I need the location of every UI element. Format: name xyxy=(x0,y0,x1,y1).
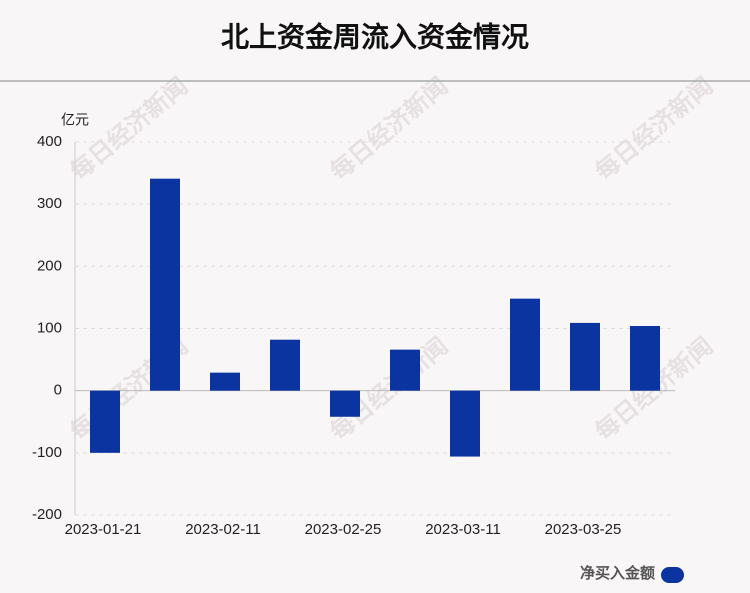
legend-label: 净买入金额 xyxy=(580,564,655,582)
chart-title: 北上资金周流入资金情况 xyxy=(221,20,529,52)
y-tick-label: -100 xyxy=(32,444,62,461)
x-tick-label: 2023-02-11 xyxy=(185,521,261,538)
x-tick-label: 2023-03-11 xyxy=(425,521,501,538)
bar xyxy=(210,372,240,391)
bar xyxy=(510,298,540,391)
y-unit: 亿元 xyxy=(61,112,89,128)
bar xyxy=(570,322,600,391)
y-tick-label: 100 xyxy=(37,319,62,336)
y-tick-label: 200 xyxy=(37,257,62,274)
bar xyxy=(90,390,120,453)
x-tick-label: 2023-02-25 xyxy=(305,521,382,538)
y-tick-label: -200 xyxy=(32,506,62,523)
y-tick-label: 0 xyxy=(54,382,62,399)
bar xyxy=(270,339,300,391)
x-tick-label: 2023-01-21 xyxy=(65,521,142,538)
bar xyxy=(150,178,180,391)
y-tick-label: 400 xyxy=(37,133,62,150)
bar xyxy=(450,390,480,457)
y-tick-label: 300 xyxy=(37,195,62,212)
bar xyxy=(630,326,660,391)
bar xyxy=(330,390,360,417)
bar xyxy=(390,349,420,391)
x-tick-label: 2023-03-25 xyxy=(545,521,622,538)
legend-swatch xyxy=(661,567,684,583)
